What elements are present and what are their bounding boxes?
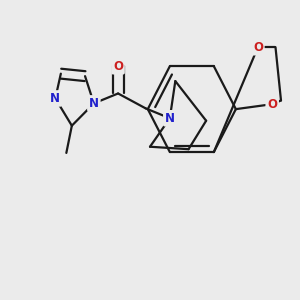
Text: N: N [165, 112, 175, 125]
Text: O: O [113, 60, 123, 73]
Text: N: N [89, 97, 99, 110]
Text: O: O [267, 98, 277, 111]
Text: O: O [253, 41, 263, 54]
Text: N: N [50, 92, 60, 105]
